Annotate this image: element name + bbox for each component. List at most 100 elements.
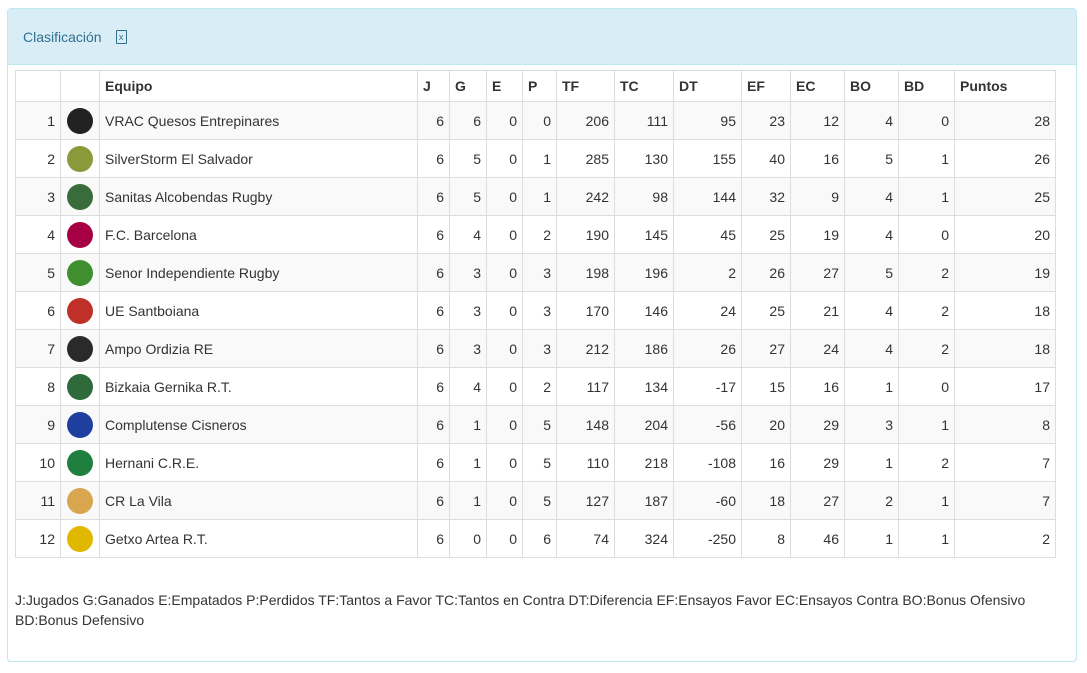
stat-cell: 6 <box>417 177 450 216</box>
column-header: EC <box>790 70 845 102</box>
position: 8 <box>15 367 61 406</box>
stat-cell: 0 <box>898 101 955 140</box>
stat-cell: 196 <box>614 253 674 292</box>
stat-cell: 2 <box>522 215 557 254</box>
stat-cell: 5 <box>449 139 487 178</box>
stat-cell: 212 <box>556 329 615 368</box>
panel-title: Clasificación <box>23 28 102 45</box>
stat-cell: 0 <box>486 519 523 558</box>
table-row: 12 Getxo Artea R.T. 6 0 0 6 74 324 -250 8 46 1 1 2 <box>15 519 1056 558</box>
table-row: 6 UE Santboiana 6 3 0 3 170 146 24 25 21 4 2 18 <box>15 291 1056 330</box>
team-logo-cell <box>60 215 100 254</box>
stat-cell: 242 <box>556 177 615 216</box>
team-name: Getxo Artea R.T. <box>99 519 418 558</box>
stat-cell: 26 <box>673 329 742 368</box>
stat-cell: 6 <box>417 101 450 140</box>
stat-cell: 95 <box>673 101 742 140</box>
stat-cell: 324 <box>614 519 674 558</box>
stat-cell: 23 <box>741 101 791 140</box>
stat-cell: 1 <box>844 367 899 406</box>
team-logo-icon <box>67 297 93 324</box>
stat-cell: 155 <box>673 139 742 178</box>
stat-cell: 145 <box>614 215 674 254</box>
stat-cell: 18 <box>741 481 791 520</box>
stat-cell: 25 <box>741 291 791 330</box>
stat-cell: 3 <box>844 405 899 444</box>
stat-cell: 1 <box>898 139 955 178</box>
column-header: Puntos <box>954 70 1056 102</box>
position: 2 <box>15 139 61 178</box>
stat-cell: 4 <box>449 215 487 254</box>
stat-cell: 110 <box>556 443 615 482</box>
team-logo-cell <box>60 367 100 406</box>
team-logo-cell <box>60 101 100 140</box>
team-logo-cell <box>60 291 100 330</box>
stat-cell: 20 <box>954 215 1056 254</box>
column-header: TC <box>614 70 674 102</box>
stat-cell: 186 <box>614 329 674 368</box>
stat-cell: 16 <box>790 367 845 406</box>
team-logo-icon <box>67 221 93 248</box>
stat-cell: 0 <box>486 405 523 444</box>
team-name: SilverStorm El Salvador <box>99 139 418 178</box>
stat-cell: 16 <box>741 443 791 482</box>
stat-cell: 25 <box>954 177 1056 216</box>
stat-cell: 74 <box>556 519 615 558</box>
excel-file-icon[interactable]: x <box>115 29 127 44</box>
stat-cell: 32 <box>741 177 791 216</box>
stat-cell: 6 <box>417 519 450 558</box>
stat-cell: 27 <box>790 481 845 520</box>
stat-cell: 1 <box>449 481 487 520</box>
stat-cell: 1 <box>898 177 955 216</box>
stat-cell: 130 <box>614 139 674 178</box>
column-header: G <box>449 70 487 102</box>
team-logo-cell <box>60 481 100 520</box>
stat-cell: 148 <box>556 405 615 444</box>
team-name: Sanitas Alcobendas Rugby <box>99 177 418 216</box>
team-name: Bizkaia Gernika R.T. <box>99 367 418 406</box>
team-logo-icon <box>67 411 93 438</box>
team-logo-icon <box>67 107 93 134</box>
column-header <box>15 70 61 102</box>
stat-cell: 5 <box>522 481 557 520</box>
stat-cell: 18 <box>954 291 1056 330</box>
stat-cell: 6 <box>417 139 450 178</box>
standings-table: Equipo J G E P TF TC DT EF EC BO BD Puntos 1 VRAC Que… <box>15 70 1056 558</box>
stat-cell: 26 <box>954 139 1056 178</box>
stat-cell: 45 <box>673 215 742 254</box>
stat-cell: 6 <box>417 291 450 330</box>
stat-cell: 0 <box>522 101 557 140</box>
table-row: 4 F.C. Barcelona 6 4 0 2 190 145 45 25 19 4 0 20 <box>15 215 1056 254</box>
column-header: BO <box>844 70 899 102</box>
table-row: 2 SilverStorm El Salvador 6 5 0 1 285 130 155 40 1… <box>15 139 1056 178</box>
stat-cell: 29 <box>790 405 845 444</box>
stat-cell: 170 <box>556 291 615 330</box>
stat-cell: 5 <box>844 139 899 178</box>
stat-cell: 117 <box>556 367 615 406</box>
stat-cell: 8 <box>741 519 791 558</box>
stat-cell: 198 <box>556 253 615 292</box>
stat-cell: 4 <box>844 101 899 140</box>
stat-cell: 0 <box>486 177 523 216</box>
column-header: Equipo <box>99 70 418 102</box>
stat-cell: 127 <box>556 481 615 520</box>
stat-cell: 29 <box>790 443 845 482</box>
position: 6 <box>15 291 61 330</box>
team-logo-icon <box>67 487 93 514</box>
team-logo-cell <box>60 139 100 178</box>
stat-cell: 7 <box>954 481 1056 520</box>
stat-cell: 5 <box>522 443 557 482</box>
stat-cell: 6 <box>417 405 450 444</box>
stat-cell: 285 <box>556 139 615 178</box>
stat-cell: 111 <box>614 101 674 140</box>
table-row: 7 Ampo Ordizia RE 6 3 0 3 212 186 26 27 24 4 2 18 <box>15 329 1056 368</box>
stat-cell: 0 <box>486 329 523 368</box>
column-header: J <box>417 70 450 102</box>
stat-cell: 24 <box>673 291 742 330</box>
standings-panel: Clasificación x <box>7 8 1077 662</box>
stat-cell: -60 <box>673 481 742 520</box>
stat-cell: -17 <box>673 367 742 406</box>
stat-cell: 12 <box>790 101 845 140</box>
stat-cell: 5 <box>844 253 899 292</box>
stat-cell: 16 <box>790 139 845 178</box>
